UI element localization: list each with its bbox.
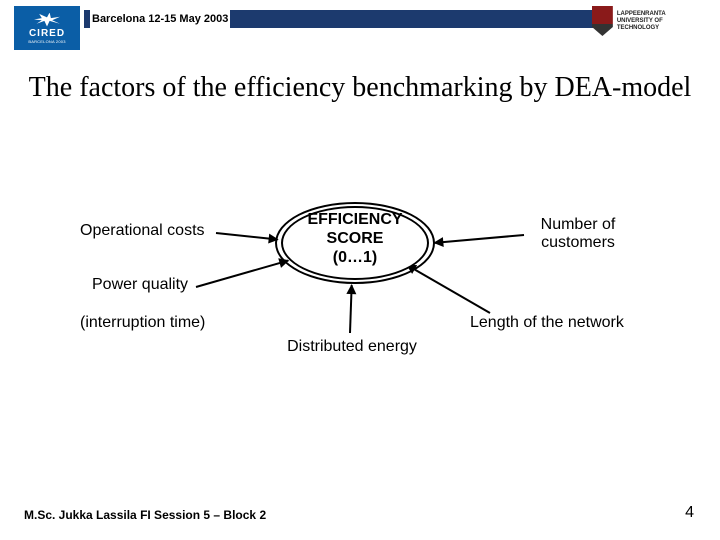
university-line2: UNIVERSITY OF TECHNOLOGY [617,18,702,32]
cired-sub: BARCELONA 2003 [28,39,65,44]
label-length-of-network: Length of the network [470,314,624,332]
university-logo: LAPPEENRANTA UNIVERSITY OF TECHNOLOGY [592,6,702,36]
cired-brand: CIRED [29,28,65,39]
header: CIRED BARCELONA 2003 Barcelona 12-15 May… [0,0,720,54]
nc-line2: customers [541,234,615,251]
university-mark-icon [592,6,613,36]
arrow-power-quality [196,260,289,288]
score-node: EFFICIENCY SCORE (0…1) [281,210,429,268]
dea-diagram: EFFICIENCY SCORE (0…1) Operational costs… [0,190,720,420]
label-power-quality: Power quality [92,276,188,294]
score-line2: SCORE [281,229,429,248]
event-text: Barcelona 12-15 May 2003 [90,9,230,29]
score-line3: (0…1) [281,248,429,267]
university-line1: LAPPEENRANTA [617,11,702,18]
label-operational-costs: Operational costs [80,222,205,240]
cired-burst-icon [34,13,60,27]
arrow-operational-costs [216,232,278,240]
nc-line1: Number of [541,216,616,233]
footer-text: M.Sc. Jukka Lassila FI Session 5 – Block… [24,508,266,522]
title-text: The factors of the efficiency benchmarki… [29,72,692,103]
university-name: LAPPEENRANTA UNIVERSITY OF TECHNOLOGY [617,11,702,32]
page-number: 4 [685,504,694,522]
score-line1: EFFICIENCY [281,210,429,229]
header-bar: Barcelona 12-15 May 2003 [84,10,600,28]
arrow-length-of-network [406,264,490,314]
cired-logo: CIRED BARCELONA 2003 [14,6,80,50]
label-distributed-energy: Distributed energy [252,338,452,356]
arrow-distributed-energy [349,285,353,333]
label-number-of-customers: Number of customers [528,216,628,253]
arrow-number-of-customers [434,234,524,244]
slide-title: The factors of the efficiency benchmarki… [0,70,720,105]
label-interruption-time: (interruption time) [80,314,205,332]
